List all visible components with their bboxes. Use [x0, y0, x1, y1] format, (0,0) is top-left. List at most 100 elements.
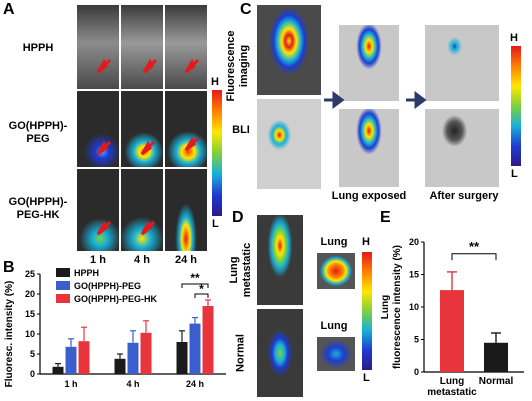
chart-b-bar — [65, 346, 77, 374]
row-label-lung-metastatic-line: metastatic — [241, 242, 253, 298]
chart-e-ylabel: Lung — [380, 295, 391, 319]
panel-b-letter: B — [3, 259, 15, 276]
mouse-image-a-r2c2 — [120, 90, 164, 168]
row-label-normal-line: Normal — [234, 334, 247, 372]
panel-c-letter: C — [240, 1, 252, 18]
chart-b-legend-swatch — [56, 281, 70, 290]
colorbar-a-low: L — [212, 218, 219, 230]
chart-b-bar — [78, 341, 90, 374]
chart-e-bar — [484, 342, 508, 372]
mouse-image-c-fluorescence-exposed — [338, 24, 400, 102]
chart-e-sig-label: ** — [469, 239, 480, 254]
chart-b-bar — [127, 342, 139, 374]
mouse-image-d-normal — [256, 308, 304, 398]
row-label-go-hpph-peg-hk: GO(HPPH)- PEG-HK — [2, 196, 74, 222]
right-arrow-icon — [414, 91, 427, 109]
chart-b-bar — [202, 306, 214, 374]
row-label-go-hpph-peg: GO(HPPH)- PEG — [2, 120, 74, 146]
row-label-fluorescence-imaging-line: Fluorescence — [225, 30, 237, 102]
mouse-image-a-r2c3 — [164, 90, 208, 168]
mouse-image-a-r1c3 — [164, 4, 208, 90]
chart-b-ytick-label: 10 — [25, 329, 35, 339]
chart-b-xtick-label: 24 h — [186, 379, 204, 389]
chart-e-ytick-label: 5 — [414, 335, 419, 345]
chart-b-bar — [52, 366, 64, 374]
mouse-image-a-r1c1 — [76, 4, 120, 90]
chart-b-ylabel: Fluoresc. intensity (%) — [4, 281, 15, 388]
chart-b-legend-label: GO(HPPH)-PEG — [74, 281, 141, 291]
chart-e-ytick-label: 10 — [409, 302, 419, 312]
mouse-image-a-r3c1 — [76, 168, 120, 252]
chart-b-ytick-label: 5 — [30, 349, 35, 359]
panel-e-letter: E — [380, 209, 391, 226]
chart-e: Lung fluorescence intensity (%)05101520Lu… — [380, 237, 524, 398]
chart-b-sig-label: * — [199, 282, 204, 296]
chart-b: Fluoresc. intensity (%) 0 5 10 15 20 25 1 h 4 h… — [4, 268, 226, 389]
colorbar-d-high: H — [362, 236, 370, 248]
mouse-image-c-fluorescence-whole — [256, 4, 322, 96]
chart-b-bar — [114, 358, 126, 374]
row-label-fluorescence-imaging: Fluorescence imaging — [224, 31, 252, 102]
colorbar-c-high: H — [510, 32, 518, 44]
row-label-go-hpph-peg-hk-line: PEG-HK — [16, 209, 60, 221]
chart-b-sig-bracket — [194, 293, 209, 298]
chart-b-ytick-label: 20 — [25, 289, 35, 299]
colorbar-d — [362, 252, 372, 370]
mouse-image-c-bli-after — [424, 108, 500, 188]
colorbar-c-low: L — [511, 168, 518, 180]
chart-b-bar — [189, 323, 201, 374]
chart-b-ytick-label: 0 — [30, 369, 35, 379]
row-label-go-hpph-peg-line: PEG — [26, 133, 50, 145]
panel-a-letter: A — [3, 1, 15, 18]
organ-label-lung-1: Lung — [320, 236, 348, 248]
lung-image-metastatic — [316, 252, 356, 290]
right-arrow-icon — [332, 91, 345, 109]
chart-b-legend-swatch — [56, 294, 70, 303]
chart-e-xtick-label: Lung — [440, 376, 464, 387]
row-label-fluorescence-imaging-line: imaging — [238, 44, 250, 88]
col-label-4h: 4 h — [134, 254, 150, 266]
arrows-c — [324, 91, 427, 109]
chart-b-bar — [176, 342, 188, 374]
colorbar-d-low: L — [363, 372, 370, 384]
chart-e-ytick-label: 15 — [409, 270, 419, 280]
chart-e-sig-bracket — [451, 253, 497, 261]
col-label-1h: 1 h — [90, 254, 106, 266]
mouse-image-a-r3c3 — [164, 168, 208, 252]
arrow-markers-a — [96, 58, 200, 236]
chart-b-legend-label: GO(HPPH)-PEG-HK — [74, 294, 158, 304]
colorbar-a — [212, 90, 222, 216]
row-label-normal: Normal — [230, 328, 252, 378]
chart-b-legend-swatch — [56, 268, 70, 277]
organ-label-lung-2: Lung — [320, 320, 348, 332]
mouse-image-c-bli-exposed — [338, 108, 400, 188]
chart-e-bar — [440, 290, 464, 372]
row-label-hpph: HPPH — [22, 42, 54, 54]
chart-b-legend-label: HPPH — [74, 268, 99, 278]
chart-e-xtick-label: metastatic — [427, 387, 477, 398]
chart-b-ytick-label: 25 — [25, 269, 35, 279]
row-label-lung-metastatic: Lung metastatic — [228, 240, 253, 300]
colorbar-a-high: H — [211, 76, 219, 88]
lung-image-normal — [316, 336, 356, 372]
caption-lung-exposed: Lung exposed — [331, 190, 407, 202]
col-label-24h: 24 h — [174, 254, 197, 266]
mouse-image-c-bli-whole — [256, 98, 322, 190]
chart-b-xtick-label: 4 h — [126, 379, 139, 389]
row-label-go-hpph-peg-line: GO(HPPH)- — [8, 120, 68, 132]
caption-after-surgery: After surgery — [429, 190, 499, 202]
mouse-image-a-r1c2 — [120, 4, 164, 90]
panel-d-letter: D — [232, 209, 244, 226]
chart-b-ytick-label: 15 — [25, 309, 35, 319]
chart-b-xtick-label: 1 h — [64, 379, 77, 389]
chart-e-ytick-label: 0 — [414, 367, 419, 377]
mouse-image-a-r3c2 — [120, 168, 164, 252]
colorbar-c — [511, 46, 521, 166]
chart-e-xtick-label: Normal — [479, 376, 514, 387]
chart-e-ylabel: fluorescence intensity (%) — [392, 245, 403, 369]
chart-b-sig-bracket — [181, 283, 209, 288]
chart-e-ytick-label: 20 — [409, 237, 419, 247]
row-label-lung-metastatic-line: Lung — [228, 256, 240, 284]
row-label-go-hpph-peg-hk-line: GO(HPPH)- — [8, 196, 68, 208]
chart-b-sig-label: ** — [190, 271, 200, 285]
